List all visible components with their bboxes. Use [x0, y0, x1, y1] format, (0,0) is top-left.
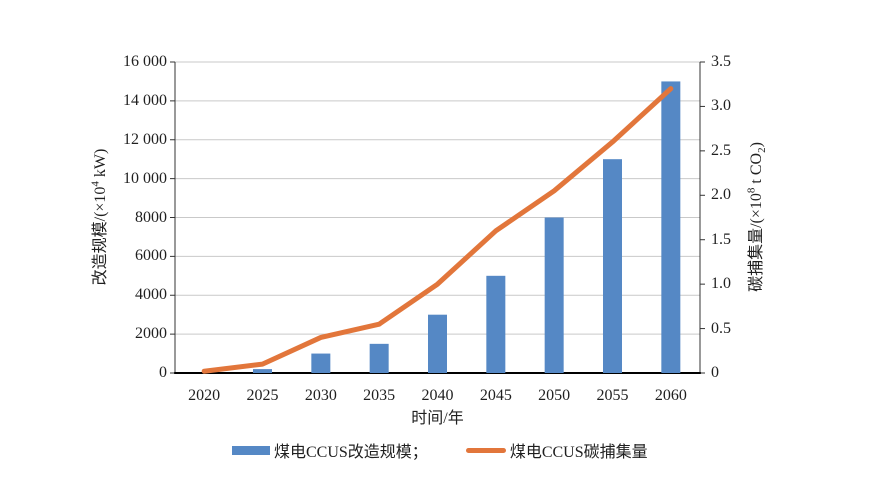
- right-axis-tick-label: 2.5: [711, 141, 731, 159]
- legend: 煤电CCUS改造规模； 煤电CCUS碳捕集量: [232, 438, 648, 462]
- x-axis-tick-label: 2060: [654, 387, 687, 404]
- left-axis-tick-label: 6000: [135, 247, 167, 265]
- right-axis-title-exponent: 8: [745, 187, 758, 194]
- x-axis-tick-label: 2040: [421, 387, 454, 404]
- legend-item-bar-series: 煤电CCUS改造规模；: [232, 438, 428, 462]
- left-axis-tick-label: 4000: [135, 286, 167, 304]
- x-axis-tick-label: 2030: [304, 387, 337, 404]
- left-axis-title-unit: kW): [92, 148, 109, 182]
- left-axis-tick-label: 10 000: [123, 169, 167, 187]
- left-axis-title-exponent: 4: [89, 181, 102, 187]
- left-axis-tick-label: 16 000: [123, 53, 167, 70]
- right-axis-tick-label: 1.0: [711, 275, 731, 293]
- legend-line-swatch: [465, 447, 506, 453]
- legend-item-line-series: 煤电CCUS碳捕集量: [465, 438, 648, 462]
- left-axis-tick-label: 2000: [135, 325, 167, 343]
- right-axis-tick-label: 2.0: [711, 186, 731, 204]
- left-axis-title: 改造规模/(×104 kW): [89, 57, 111, 377]
- left-axis-tick-label: 12 000: [123, 130, 167, 148]
- legend-bar-label: 煤电CCUS改造规模；: [274, 444, 428, 461]
- legend-line-label: 煤电CCUS碳捕集量: [509, 444, 648, 461]
- legend-bar-swatch: [232, 445, 270, 455]
- x-axis-tick-label: 2020: [188, 387, 221, 404]
- right-axis-title-close: ): [748, 142, 765, 148]
- bar: [661, 81, 681, 373]
- bar: [428, 314, 447, 373]
- line-series: [201, 86, 674, 374]
- right-axis-tick-label: 0.5: [711, 319, 731, 337]
- right-axis-title-unit: t CO: [748, 152, 765, 188]
- right-axis-tick-label: 3.0: [711, 97, 731, 115]
- right-axis-title-subscript: 2: [756, 147, 769, 153]
- right-axis-tick-label: 0: [711, 364, 719, 381]
- right-axis-tick-label: 1.5: [711, 230, 731, 248]
- bar: [253, 369, 272, 373]
- right-axis-title-text: 碳捕集量/(×10: [748, 193, 765, 292]
- bar: [603, 159, 622, 373]
- left-axis-tick-label: 8000: [135, 208, 167, 226]
- x-axis-tick-label: 2035: [363, 387, 396, 404]
- x-axis-title: 时间/年: [411, 410, 464, 427]
- left-axis-tick-label: 14 000: [123, 91, 167, 109]
- bar: [486, 275, 506, 373]
- x-axis-tick-label: 2025: [246, 387, 279, 404]
- bar: [311, 353, 331, 373]
- bar: [369, 343, 389, 373]
- right-axis-tick-label: 3.5: [711, 53, 731, 70]
- x-axis-tick-label: 2045: [479, 387, 512, 404]
- x-axis-tick-label: 2055: [596, 387, 629, 404]
- left-axis-tick-label: 0: [159, 364, 167, 381]
- bar: [544, 217, 564, 373]
- left-axis-title-text: 改造规模/(×10: [92, 186, 109, 286]
- x-axis-tick-label: 2050: [538, 387, 571, 404]
- right-axis-title: 碳捕集量/(×108 t CO2): [745, 57, 769, 377]
